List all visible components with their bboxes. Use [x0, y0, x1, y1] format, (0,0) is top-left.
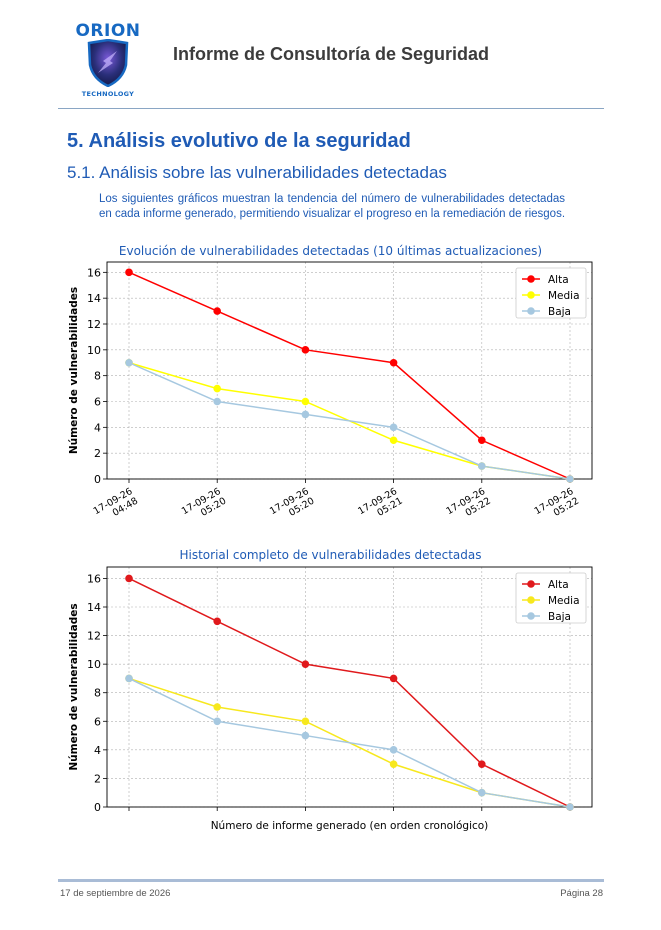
y-tick-label: 2 [94, 772, 101, 785]
footer-date: 17 de septiembre de 2026 [60, 888, 171, 899]
legend-label: Baja [548, 306, 571, 318]
data-point-baja [566, 803, 574, 811]
y-axis-label: Número de vulnerabilidades [68, 603, 80, 770]
data-point-media [389, 436, 398, 445]
legend-marker [527, 275, 535, 283]
data-point-alta [301, 660, 310, 668]
intro-paragraph: Los siguientes gráficos muestran la tend… [99, 193, 566, 220]
x-tick-label: 17-09-2605:22 [533, 486, 581, 527]
data-point-alta [125, 268, 133, 277]
y-tick-label: 6 [94, 715, 101, 728]
data-point-baja [389, 746, 398, 754]
x-tick-label: 17-09-2604:48 [92, 486, 140, 527]
y-tick-label: 16 [87, 266, 101, 279]
data-point-baja [478, 788, 486, 797]
y-tick-label: 2 [94, 447, 101, 460]
x-tick-label: 17-09-2605:20 [180, 486, 228, 527]
plot-frame [106, 261, 593, 480]
x-tick-label: 17-09-2605:21 [356, 486, 404, 527]
data-point-baja [566, 475, 574, 483]
logo-subtitle: TECHNOLOGY [81, 90, 135, 98]
series-line-baja [128, 362, 571, 480]
chart-2-title: Historial completo de vulnerabilidades d… [179, 548, 482, 562]
y-tick-label: 4 [94, 421, 101, 434]
legend-label: Media [548, 290, 580, 302]
data-point-baja [125, 358, 133, 367]
y-tick-label: 14 [87, 601, 101, 614]
legend-marker [527, 307, 535, 315]
chart-1-svg: 0 2 4 6 8 10 12 14 16 17-09-2604:48 17-09-2605:20 1… [68, 261, 593, 527]
y-tick-label: 4 [94, 744, 101, 757]
data-point-media [213, 384, 221, 393]
y-tick-label: 6 [94, 396, 101, 409]
data-point-baja [478, 462, 486, 470]
x-tick-label: 17-09-2605:22 [444, 486, 492, 527]
data-point-alta [301, 346, 310, 354]
data-point-alta [389, 358, 398, 367]
section-heading: 5. Análisis evolutivo de la seguridad [67, 130, 411, 152]
x-tick-label: 17-09-2605:20 [268, 486, 316, 527]
data-point-baja [213, 717, 221, 726]
series-line-alta [128, 271, 571, 480]
chart-2-svg: 0 2 4 6 8 10 12 14 16 Número de vulnerabilidades N… [68, 566, 593, 832]
y-tick-label: 14 [87, 292, 101, 305]
data-point-alta [478, 760, 486, 768]
data-point-baja [213, 397, 221, 406]
legend-marker [527, 612, 535, 620]
y-tick-label: 10 [87, 344, 101, 357]
y-tick-label: 0 [94, 473, 101, 486]
legend-label: Alta [548, 579, 569, 591]
data-point-baja [301, 410, 310, 419]
plot-frame [106, 566, 593, 808]
report-title: Informe de Consultoría de Seguridad [173, 44, 490, 64]
data-point-baja [389, 423, 398, 432]
y-tick-label: 8 [94, 370, 101, 383]
y-tick-label: 8 [94, 687, 101, 700]
legend-marker [527, 291, 535, 299]
legend-label: Baja [548, 611, 571, 623]
subsection-heading: 5.1. Análisis sobre las vulnerabilidades… [67, 163, 447, 182]
data-point-media [213, 703, 221, 711]
data-point-media [389, 760, 398, 768]
data-point-baja [301, 731, 310, 740]
legend-label: Media [548, 595, 580, 607]
series-line-alta [128, 577, 571, 808]
data-point-baja [125, 674, 133, 683]
data-point-alta [389, 674, 398, 683]
y-tick-label: 10 [87, 658, 101, 671]
y-tick-label: 0 [94, 801, 101, 814]
data-point-alta [213, 617, 221, 626]
legend-label: Alta [548, 274, 569, 286]
x-axis-label: Número de informe generado (en orden cro… [211, 820, 489, 832]
footer-divider [58, 879, 604, 882]
footer-page-number: Página 28 [560, 888, 603, 899]
y-tick-label: 16 [87, 572, 101, 585]
logo-name: ORION [75, 21, 141, 41]
header-divider [58, 108, 604, 109]
legend-marker [527, 580, 535, 588]
legend-marker [527, 596, 535, 604]
data-point-alta [478, 436, 486, 445]
data-point-alta [125, 574, 133, 583]
data-point-media [301, 397, 310, 406]
data-point-alta [213, 307, 221, 315]
y-tick-label: 12 [87, 318, 101, 331]
y-axis-label: Número de vulnerabilidades [68, 287, 80, 454]
shield-logo-icon [87, 39, 129, 87]
chart-1-title: Evolución de vulnerabilidades detectadas… [118, 244, 543, 258]
data-point-media [301, 717, 310, 726]
series-line-baja [128, 677, 571, 808]
y-tick-label: 12 [87, 630, 101, 643]
